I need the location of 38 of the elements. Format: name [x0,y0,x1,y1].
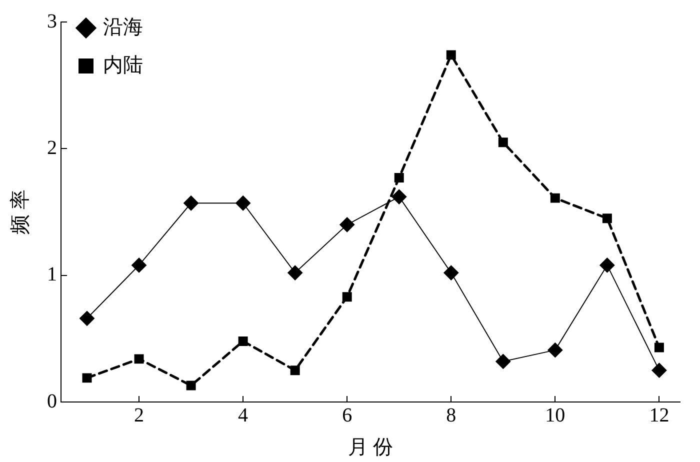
point [446,50,456,60]
x-tick-label: 6 [342,404,352,426]
point [340,217,355,232]
point [654,342,664,352]
point [392,189,407,204]
legend-label: 内陆 [103,54,143,76]
point [652,362,667,378]
y-tick-label: 3 [47,10,57,32]
point [236,196,251,211]
x-tick-label: 8 [446,404,456,426]
point [496,354,511,369]
point [342,292,352,302]
y-axis-title: 频 率 [9,190,32,234]
legend-label: 沿海 [103,16,143,38]
point [186,380,196,390]
point [80,310,95,326]
point [602,214,612,224]
point [82,373,92,383]
x-tick-label: 2 [134,404,144,426]
y-tick-label: 1 [47,264,57,286]
x-axis-title: 月 份 [348,436,393,458]
x-tick-label: 4 [238,404,248,426]
point [184,196,199,211]
point [550,193,560,203]
y-tick-label: 0 [47,390,57,412]
x-tick-label: 10 [545,404,566,426]
point [548,342,563,358]
x-tick-label: 12 [649,404,670,426]
point [290,366,300,376]
point [132,258,147,273]
y-tick-label: 2 [47,136,57,159]
point [394,173,404,183]
point [238,336,248,346]
point [134,354,144,364]
point [498,138,508,148]
point [444,265,459,280]
point [600,258,615,273]
point [288,265,303,280]
